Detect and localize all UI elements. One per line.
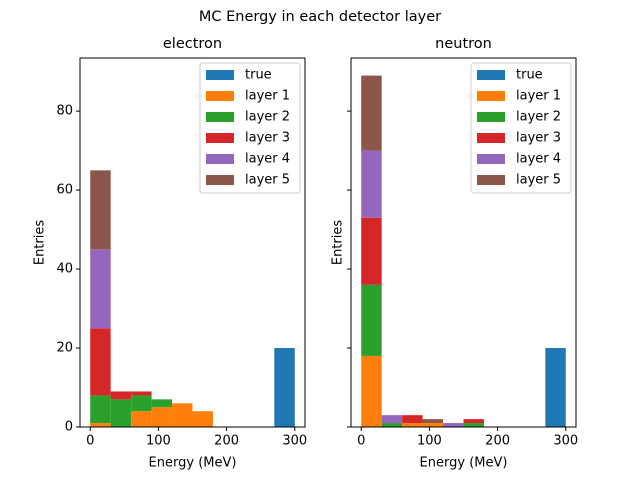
legend-swatch bbox=[477, 112, 505, 122]
legend-swatch bbox=[206, 91, 234, 101]
legend-swatch bbox=[206, 133, 234, 143]
bar bbox=[151, 399, 173, 408]
bar bbox=[361, 284, 382, 356]
bar bbox=[274, 348, 295, 427]
axes-frame bbox=[79, 57, 306, 428]
legend-swatch bbox=[206, 154, 234, 164]
bar bbox=[90, 249, 111, 329]
bar bbox=[361, 75, 382, 151]
x-tick-label: 100 bbox=[146, 434, 171, 449]
bar bbox=[192, 411, 213, 427]
legend-swatch bbox=[477, 175, 505, 185]
bar bbox=[110, 391, 132, 400]
bar bbox=[422, 419, 444, 424]
bar bbox=[381, 415, 403, 424]
bar bbox=[443, 423, 464, 427]
legend-label: layer 4 bbox=[245, 152, 290, 167]
x-tick-label: 200 bbox=[485, 434, 510, 449]
legend-label: true bbox=[245, 68, 272, 83]
bar bbox=[172, 403, 193, 427]
legend-label: layer 3 bbox=[516, 131, 561, 146]
bar bbox=[90, 170, 111, 250]
legend-label: layer 2 bbox=[516, 110, 561, 125]
axes-frame bbox=[350, 57, 577, 428]
y-tick-label: 0 bbox=[65, 420, 73, 435]
legend-label: layer 4 bbox=[516, 152, 561, 167]
legend-label: layer 1 bbox=[245, 89, 290, 104]
bar bbox=[463, 419, 484, 424]
x-tick-label: 100 bbox=[417, 434, 442, 449]
x-tick-label: 0 bbox=[357, 434, 365, 449]
y-tick-label: 60 bbox=[56, 183, 73, 198]
legend-swatch bbox=[206, 175, 234, 185]
legend-label: layer 1 bbox=[516, 89, 561, 104]
bar bbox=[422, 423, 444, 427]
bar bbox=[463, 423, 484, 427]
legend-label: layer 2 bbox=[245, 110, 290, 125]
bar bbox=[131, 411, 152, 427]
y-tick-label: 20 bbox=[56, 341, 73, 356]
bar bbox=[545, 348, 566, 427]
x-tick-label: 300 bbox=[282, 434, 307, 449]
legend-swatch bbox=[477, 91, 505, 101]
axes-title: electron bbox=[163, 36, 222, 52]
bar bbox=[90, 423, 111, 427]
y-tick-label: 80 bbox=[56, 104, 73, 119]
bar bbox=[110, 399, 132, 427]
x-tick-label: 200 bbox=[214, 434, 239, 449]
bar bbox=[90, 328, 111, 396]
legend-swatch bbox=[477, 70, 505, 80]
x-axis-label: Energy (MeV) bbox=[149, 456, 237, 471]
x-tick-label: 0 bbox=[86, 434, 94, 449]
bar bbox=[131, 391, 152, 396]
legend-swatch bbox=[477, 133, 505, 143]
bar bbox=[361, 355, 382, 427]
bar bbox=[402, 423, 423, 427]
axes-title: neutron bbox=[435, 36, 492, 52]
bar bbox=[131, 395, 152, 412]
legend-swatch bbox=[206, 70, 234, 80]
legend-label: layer 5 bbox=[516, 173, 561, 188]
x-tick-label: 300 bbox=[553, 434, 578, 449]
bar bbox=[402, 415, 423, 424]
legend-swatch bbox=[206, 112, 234, 122]
bar bbox=[151, 407, 173, 427]
bar bbox=[381, 423, 403, 427]
figure-title: MC Energy in each detector layer bbox=[199, 9, 441, 25]
legend-label: layer 5 bbox=[245, 173, 290, 188]
x-axis-label: Energy (MeV) bbox=[420, 456, 508, 471]
legend-label: true bbox=[516, 68, 543, 83]
y-axis-label: Entries bbox=[331, 220, 346, 266]
legend-label: layer 3 bbox=[245, 131, 290, 146]
bar bbox=[90, 395, 111, 424]
bar bbox=[361, 150, 382, 218]
y-axis-label: Entries bbox=[33, 220, 48, 266]
y-tick-label: 40 bbox=[56, 262, 73, 277]
bar bbox=[361, 217, 382, 285]
legend-swatch bbox=[477, 154, 505, 164]
